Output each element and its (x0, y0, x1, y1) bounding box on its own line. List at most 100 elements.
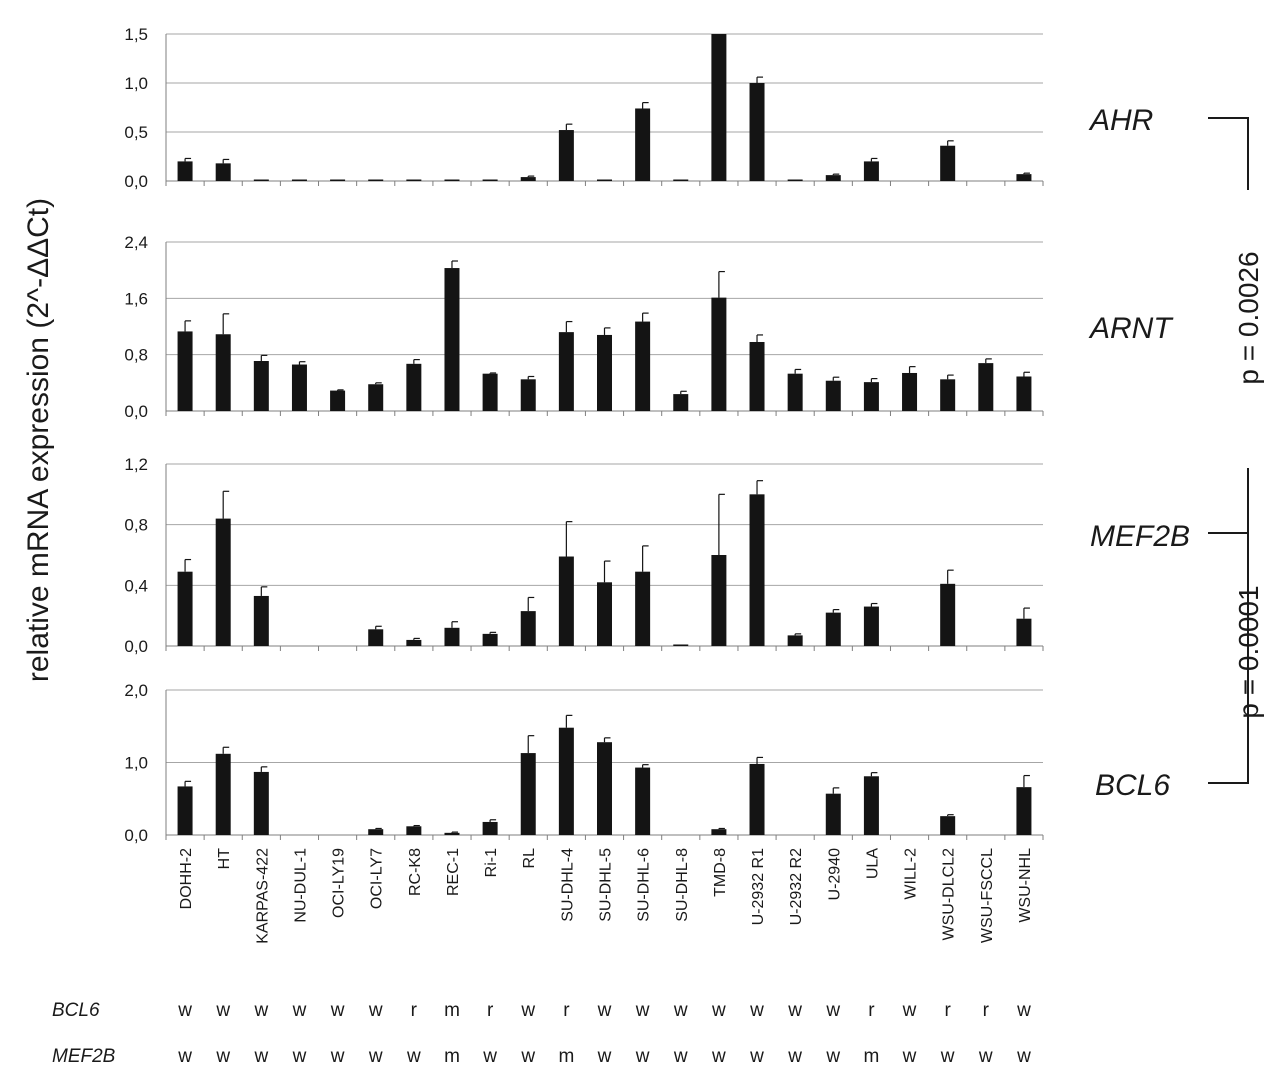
bar-mef2b-dohh-2 (177, 571, 193, 646)
bar-ahr-su-dhl-6 (635, 108, 651, 181)
bar-bcl6-wsu-dlcl2 (940, 816, 956, 835)
category-label: KARPAS-422 (254, 848, 271, 944)
status-code-bcl6: r (487, 1000, 494, 1021)
bar-bcl6-rl (520, 753, 536, 835)
y-tick-label-mef2b: 0,8 (124, 516, 148, 535)
bar-arnt-rl (520, 379, 536, 411)
bar-bcl6-karpas-422 (253, 771, 269, 835)
bar-bcl6-oci-ly7 (368, 829, 384, 835)
bar-ahr-su-dhl-5 (597, 179, 612, 181)
bar-mef2b-su-dhl-8 (673, 644, 689, 646)
bar-arnt-su-dhl-5 (597, 334, 612, 411)
p-value-lower: p = 0.0001 (1233, 585, 1264, 718)
y-tick-label-arnt: 0,8 (124, 346, 148, 365)
status-code-mef2b: w (406, 1046, 421, 1067)
status-code-bcl6: r (945, 1000, 952, 1021)
bar-ahr-wsu-nhl (1016, 174, 1032, 181)
status-code-mef2b: w (520, 1046, 535, 1067)
bar-arnt-tmd-8 (711, 297, 727, 411)
status-code-mef2b: m (444, 1046, 460, 1067)
category-label: WSU-FSCCL (979, 848, 996, 943)
bar-mef2b-u-2932-r2 (787, 635, 803, 646)
status-code-mef2b: w (902, 1046, 917, 1067)
bar-bcl6-su-dhl-5 (597, 742, 612, 835)
y-tick-label-arnt: 2,4 (124, 233, 148, 252)
bar-mef2b-wsu-nhl (1016, 618, 1032, 646)
bar-mef2b-tmd-8 (711, 555, 727, 646)
category-label: U-2932 R1 (750, 848, 767, 925)
bar-arnt-nu-dul-1 (291, 364, 307, 411)
status-code-bcl6: w (749, 1000, 764, 1021)
status-code-bcl6: w (673, 1000, 688, 1021)
status-row-label-bcl6: BCL6 (52, 1000, 100, 1021)
bar-arnt-dohh-2 (177, 331, 193, 411)
y-tick-label-mef2b: 0,0 (124, 637, 148, 656)
bar-arnt-u-2932-r2 (787, 373, 803, 411)
category-label: RL (521, 848, 538, 869)
y-tick-label-mef2b: 0,4 (124, 576, 148, 595)
bar-mef2b-ht (215, 518, 231, 646)
category-label: DOHH-2 (178, 848, 195, 909)
bar-ahr-u-2940 (825, 175, 841, 181)
bar-ahr-rl (520, 177, 536, 181)
y-tick-label-ahr: 0,0 (124, 172, 148, 191)
bar-mef2b-su-dhl-5 (597, 582, 612, 646)
bar-bcl6-tmd-8 (711, 829, 727, 835)
status-code-bcl6: r (983, 1000, 990, 1021)
category-label: NU-DUL-1 (292, 848, 309, 923)
y-tick-label-bcl6: 0,0 (124, 826, 148, 845)
bar-arnt-wsu-fsccl (978, 363, 994, 411)
y-axis-label: relative mRNA expression (2^-ΔΔCt) (22, 198, 55, 682)
bar-bcl6-dohh-2 (177, 786, 193, 835)
category-label: OCI-LY19 (331, 848, 348, 918)
bar-ahr-u-2932-r2 (787, 179, 803, 181)
panel-bcl6: 0,0 1,0 2,0 (124, 681, 1044, 845)
status-code-bcl6: w (253, 1000, 268, 1021)
bar-ahr-ri-1 (482, 179, 498, 181)
status-code-mef2b: w (177, 1046, 192, 1067)
status-code-mef2b: w (978, 1046, 993, 1067)
category-label: HT (216, 848, 233, 870)
bar-bcl6-su-dhl-4 (558, 727, 574, 835)
bar-arnt-su-dhl-6 (635, 321, 651, 411)
bar-mef2b-wsu-dlcl2 (940, 583, 956, 646)
panel-mef2b: 0,0 0,4 0,8 1,2 (124, 455, 1044, 656)
status-code-mef2b: w (635, 1046, 650, 1067)
category-label: OCI-LY7 (369, 848, 386, 909)
bar-ahr-oci-ly19 (330, 179, 346, 181)
status-row-label-mef2b: MEF2B (52, 1046, 116, 1067)
category-label: SU-DHL-6 (636, 848, 653, 922)
category-label: Ri-1 (483, 848, 500, 877)
status-code-bcl6: m (444, 1000, 460, 1021)
status-code-mef2b: m (863, 1046, 879, 1067)
bar-mef2b-su-dhl-6 (635, 571, 651, 646)
bar-bcl6-ri-1 (482, 821, 498, 835)
y-tick-label-bcl6: 2,0 (124, 681, 148, 700)
panel-arnt: 0,0 0,8 1,6 2,4 (124, 233, 1044, 421)
status-code-bcl6: w (787, 1000, 802, 1021)
bar-bcl6-ht (215, 753, 231, 835)
bar-ahr-rec-1 (444, 179, 460, 181)
status-code-bcl6: w (330, 1000, 345, 1021)
bar-ahr-ula (863, 161, 879, 181)
bracket-lower (1208, 468, 1249, 784)
bar-mef2b-u-2932-r1 (749, 494, 765, 646)
bar-arnt-oci-ly7 (368, 384, 384, 411)
bar-arnt-ula (863, 382, 879, 411)
bar-ahr-su-dhl-8 (673, 179, 689, 181)
status-code-mef2b: w (940, 1046, 955, 1067)
status-code-mef2b: w (1016, 1046, 1031, 1067)
status-code-bcl6: w (825, 1000, 840, 1021)
y-tick-label-arnt: 1,6 (124, 289, 148, 308)
bar-mef2b-karpas-422 (253, 595, 269, 646)
status-code-bcl6: r (411, 1000, 418, 1021)
status-code-bcl6: w (711, 1000, 726, 1021)
status-code-bcl6: w (597, 1000, 612, 1021)
category-label: ULA (864, 848, 881, 879)
status-code-mef2b: m (558, 1046, 574, 1067)
category-label: REC-1 (445, 848, 462, 896)
bar-arnt-wsu-dlcl2 (940, 379, 956, 411)
bar-arnt-will-2 (902, 372, 918, 411)
bar-arnt-su-dhl-8 (673, 394, 689, 411)
status-code-bcl6: w (368, 1000, 383, 1021)
